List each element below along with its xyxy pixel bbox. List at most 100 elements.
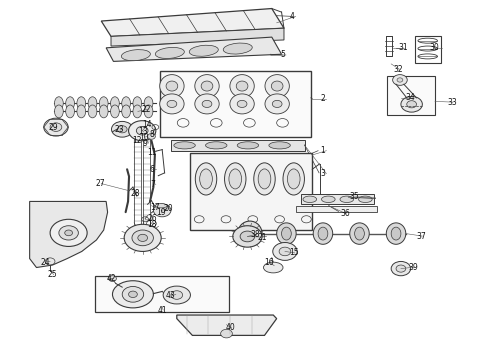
- Ellipse shape: [283, 163, 304, 195]
- Circle shape: [237, 100, 247, 108]
- Text: 17: 17: [150, 203, 160, 212]
- Ellipse shape: [200, 169, 212, 189]
- Ellipse shape: [264, 262, 283, 273]
- Text: 37: 37: [416, 231, 426, 240]
- Polygon shape: [106, 37, 282, 62]
- Ellipse shape: [340, 196, 354, 203]
- Ellipse shape: [205, 142, 227, 149]
- Ellipse shape: [271, 81, 283, 91]
- Text: 35: 35: [350, 192, 360, 201]
- Bar: [387, 76, 435, 115]
- Ellipse shape: [265, 94, 289, 114]
- Ellipse shape: [88, 105, 97, 118]
- Ellipse shape: [229, 169, 242, 189]
- Text: 12: 12: [132, 136, 142, 145]
- Ellipse shape: [254, 163, 275, 195]
- Circle shape: [392, 75, 407, 85]
- Text: 36: 36: [340, 209, 350, 218]
- Text: 11: 11: [147, 148, 157, 157]
- Bar: [296, 206, 376, 212]
- Ellipse shape: [223, 43, 252, 54]
- Ellipse shape: [269, 142, 290, 149]
- Ellipse shape: [77, 105, 86, 118]
- Ellipse shape: [113, 281, 153, 308]
- Bar: [386, 36, 392, 56]
- Text: 30: 30: [429, 43, 439, 52]
- Ellipse shape: [240, 223, 260, 244]
- Text: 8: 8: [150, 130, 155, 139]
- Ellipse shape: [155, 203, 167, 208]
- Ellipse shape: [359, 196, 372, 203]
- Ellipse shape: [318, 227, 328, 240]
- Circle shape: [50, 219, 87, 247]
- Ellipse shape: [99, 105, 108, 118]
- Text: 43: 43: [166, 291, 176, 300]
- Bar: [415, 36, 441, 63]
- Circle shape: [112, 121, 133, 137]
- Circle shape: [167, 100, 177, 108]
- Ellipse shape: [54, 97, 63, 110]
- Circle shape: [202, 100, 212, 108]
- Ellipse shape: [122, 97, 130, 110]
- Ellipse shape: [88, 97, 97, 110]
- Bar: [160, 71, 311, 137]
- Ellipse shape: [66, 97, 74, 110]
- Text: 31: 31: [398, 43, 408, 52]
- Ellipse shape: [195, 94, 219, 114]
- Text: 29: 29: [49, 123, 58, 132]
- Ellipse shape: [386, 223, 406, 244]
- Ellipse shape: [277, 223, 296, 244]
- Ellipse shape: [303, 196, 317, 203]
- Ellipse shape: [321, 196, 335, 203]
- Text: 24: 24: [40, 258, 50, 267]
- Ellipse shape: [224, 163, 246, 195]
- Text: 16: 16: [265, 258, 274, 267]
- Text: 3: 3: [320, 169, 325, 178]
- Ellipse shape: [237, 142, 259, 149]
- Ellipse shape: [195, 75, 219, 98]
- Ellipse shape: [111, 97, 119, 110]
- Circle shape: [138, 234, 147, 242]
- Ellipse shape: [265, 75, 289, 98]
- Text: 23: 23: [115, 126, 124, 135]
- Circle shape: [65, 230, 73, 236]
- Circle shape: [132, 230, 153, 246]
- Text: 2: 2: [320, 94, 325, 103]
- Ellipse shape: [201, 81, 213, 91]
- Ellipse shape: [391, 227, 401, 240]
- Circle shape: [147, 134, 155, 139]
- Circle shape: [279, 247, 291, 256]
- Circle shape: [401, 96, 422, 112]
- Circle shape: [109, 276, 116, 282]
- Circle shape: [244, 229, 256, 238]
- Polygon shape: [30, 202, 108, 267]
- Text: 40: 40: [225, 323, 235, 332]
- Ellipse shape: [166, 81, 178, 91]
- Polygon shape: [111, 28, 284, 46]
- Circle shape: [128, 121, 156, 141]
- Text: 34: 34: [406, 93, 416, 102]
- Circle shape: [50, 123, 62, 131]
- Text: 20: 20: [164, 204, 173, 213]
- Circle shape: [59, 226, 78, 240]
- Circle shape: [397, 78, 403, 82]
- Text: 10: 10: [139, 132, 149, 141]
- Ellipse shape: [160, 75, 184, 98]
- Text: 21: 21: [257, 233, 267, 242]
- Text: 38: 38: [251, 230, 261, 239]
- Circle shape: [128, 291, 137, 297]
- Polygon shape: [101, 9, 284, 36]
- Text: 13: 13: [138, 127, 147, 136]
- Circle shape: [122, 287, 144, 302]
- Polygon shape: [171, 140, 305, 151]
- Circle shape: [391, 261, 411, 276]
- Bar: [95, 276, 229, 312]
- Circle shape: [233, 226, 262, 247]
- Ellipse shape: [122, 105, 130, 118]
- Circle shape: [396, 265, 406, 272]
- Circle shape: [153, 204, 171, 217]
- Circle shape: [220, 329, 232, 338]
- Circle shape: [136, 126, 148, 135]
- Circle shape: [273, 243, 297, 260]
- Ellipse shape: [160, 94, 184, 114]
